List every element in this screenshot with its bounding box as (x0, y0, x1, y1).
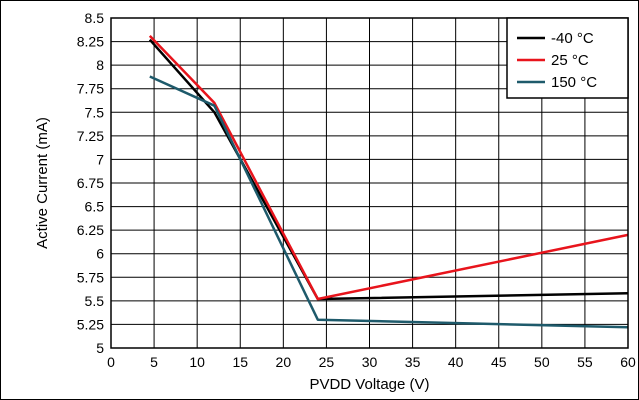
series-line-1 (148, 38, 629, 301)
x-tick-label: 50 (534, 354, 550, 370)
y-tick-label: 7.25 (77, 128, 104, 144)
x-axis-ticks: 0 5 10 15 20 25 30 35 40 45 50 55 60 (107, 354, 636, 370)
y-tick-label: 6 (96, 246, 104, 262)
x-tick-label: 55 (577, 354, 593, 370)
y-tick-label: 5.75 (77, 269, 104, 285)
legend-label: -40 °C (551, 30, 594, 47)
y-tick-label: 6.75 (77, 175, 104, 191)
x-tick-label: 25 (319, 354, 335, 370)
y-axis-ticks: 5 5.25 5.5 5.75 6 6.25 6.5 6.75 7 7.25 7.5 7.75 8 8.2… (77, 10, 104, 356)
x-axis-title: PVDD Voltage (V) (309, 376, 429, 393)
y-tick-label: 7.5 (85, 104, 105, 120)
y-tick-label: 6.25 (77, 222, 104, 238)
x-tick-label: 10 (189, 354, 205, 370)
x-tick-label: 15 (232, 354, 248, 370)
x-tick-label: 30 (362, 354, 378, 370)
legend: -40 °C 25 °C 150 °C (506, 17, 629, 99)
y-tick-label: 8.5 (85, 10, 105, 26)
series-line-2 (148, 35, 629, 301)
y-tick-label: 8 (96, 57, 104, 73)
y-tick-label: 6.5 (85, 199, 105, 215)
x-tick-label: 5 (150, 354, 158, 370)
x-tick-label: 60 (620, 354, 636, 370)
series-layer (148, 35, 629, 329)
y-tick-label: 5.25 (77, 316, 104, 332)
y-tick-label: 5.5 (85, 293, 105, 309)
legend-label: 150 °C (551, 74, 597, 91)
legend-box (506, 17, 629, 99)
plot-area-border (110, 17, 629, 349)
x-tick-label: 0 (107, 354, 115, 370)
series-line-3 (149, 75, 629, 329)
x-tick-label: 35 (405, 354, 421, 370)
x-tick-label: 20 (276, 354, 292, 370)
legend-items: -40 °C 25 °C 150 °C (517, 30, 597, 91)
y-tick-label: 8.25 (77, 34, 104, 50)
x-tick-label: 45 (491, 354, 507, 370)
legend-label: 25 °C (551, 52, 589, 69)
y-axis-title: Active Current (mA) (34, 117, 51, 249)
y-tick-label: 7 (96, 151, 104, 167)
y-tick-label: 7.75 (77, 81, 104, 97)
y-tick-label: 5 (96, 340, 104, 356)
x-tick-label: 40 (448, 354, 464, 370)
